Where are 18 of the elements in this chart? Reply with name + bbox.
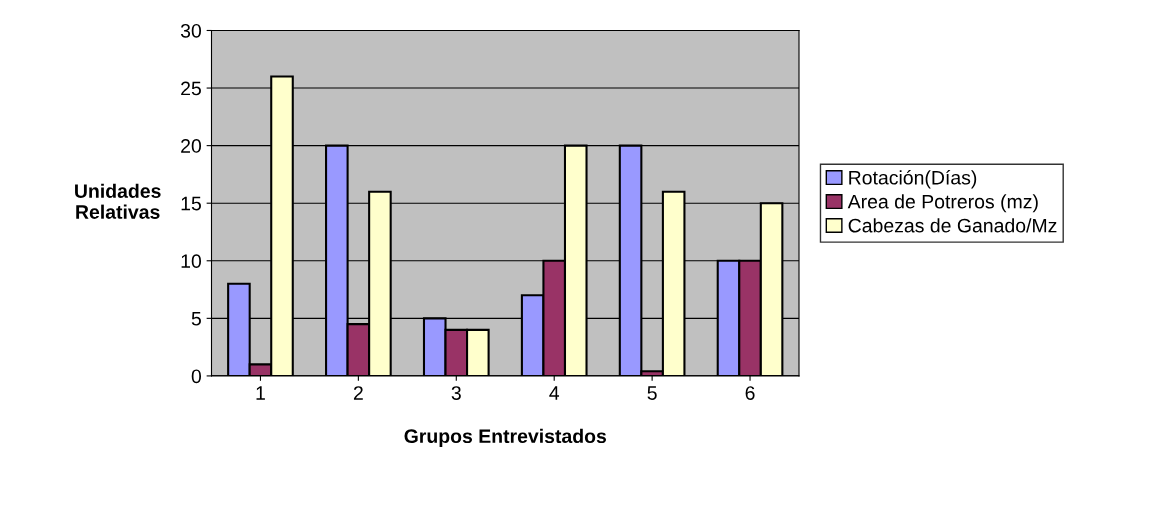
x-tick-label: 5 [647, 386, 657, 400]
legend-label: Area de Potreros (mz) [847, 194, 1038, 213]
x-tick-label: 1 [256, 386, 265, 400]
y-tick-label: 10 [181, 254, 202, 269]
y-axis-title: Unidades Relativas [75, 183, 161, 219]
y-tick-label: 5 [191, 312, 201, 326]
x-tick-label: 4 [549, 386, 560, 400]
x-tick-label: 6 [745, 386, 755, 400]
legend-label: Rotación(Días) [849, 170, 977, 189]
x-tick-label: 3 [451, 386, 461, 400]
y-tick-label: 15 [181, 196, 201, 211]
y-tick-label: 25 [181, 81, 201, 96]
x-tick-label: 2 [353, 386, 363, 400]
y-tick-label: 0 [191, 369, 202, 384]
y-tick-label: 20 [181, 139, 202, 153]
y-tick-label: 30 [180, 23, 202, 38]
legend-label: Cabezas de Ganado/Mz [848, 218, 1057, 233]
x-axis-title: Grupos Entrevistados [404, 428, 607, 447]
